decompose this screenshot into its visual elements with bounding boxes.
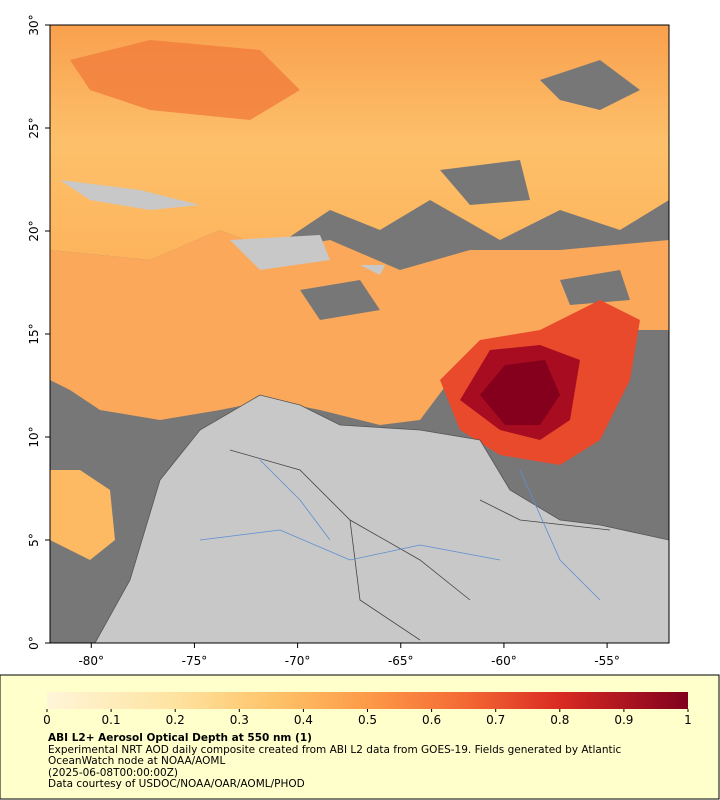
aerosol-field <box>50 230 669 425</box>
y-tick-label: 15° <box>27 323 41 344</box>
colorbar <box>47 692 688 709</box>
no-data <box>300 60 640 320</box>
colorbar-tick-label: 0.7 <box>486 713 505 727</box>
colorbar-tick-label: 0.1 <box>102 713 121 727</box>
x-tick-label: -70° <box>285 654 311 668</box>
x-tick-label: -55° <box>594 654 620 668</box>
x-tick-label: -75° <box>182 654 208 668</box>
y-tick-label: 0° <box>27 636 41 650</box>
colorbar-tick-label: 0.8 <box>550 713 569 727</box>
colorbar-tick-label: 0.2 <box>166 713 185 727</box>
river <box>199 459 601 601</box>
info-credit: Data courtesy of USDOC/NOAA/OAR/AOML/PHO… <box>48 778 305 790</box>
y-tick-label: 25° <box>27 117 41 138</box>
info-title: ABI L2+ Aerosol Optical Depth at 550 nm … <box>48 732 312 744</box>
y-tick-label: 10° <box>27 426 41 447</box>
x-tick-label: -65° <box>388 654 414 668</box>
land <box>94 394 669 643</box>
colorbar-tick-label: 0.9 <box>614 713 633 727</box>
colorbar-tick-label: 0.6 <box>422 713 441 727</box>
colorbar-tick-label: 0.4 <box>294 713 313 727</box>
aerosol-field <box>70 40 300 120</box>
land <box>60 180 385 275</box>
aerosol-plume <box>480 360 560 425</box>
border <box>229 449 611 641</box>
colorbar-tick-label: 0.5 <box>358 713 377 727</box>
y-tick-label: 30° <box>27 14 41 35</box>
x-tick-label: -60° <box>491 654 517 668</box>
info-description: Experimental NRT AOD daily composite cre… <box>48 743 622 767</box>
x-tick-label: -80° <box>78 654 104 668</box>
aerosol-field <box>50 470 115 560</box>
colorbar-tick-label: 1 <box>684 713 692 727</box>
map <box>50 25 669 643</box>
colorbar-tick-label: 0.3 <box>230 713 249 727</box>
y-tick-label: 20° <box>27 220 41 241</box>
info: ABI L2+ Aerosol Optical Depth at 550 nm … <box>48 732 688 791</box>
colorbar-tick-label: 0 <box>43 713 51 727</box>
y-tick-label: 5° <box>27 533 41 547</box>
info-date: (2025-06-08T00:00:00Z) <box>48 766 178 779</box>
